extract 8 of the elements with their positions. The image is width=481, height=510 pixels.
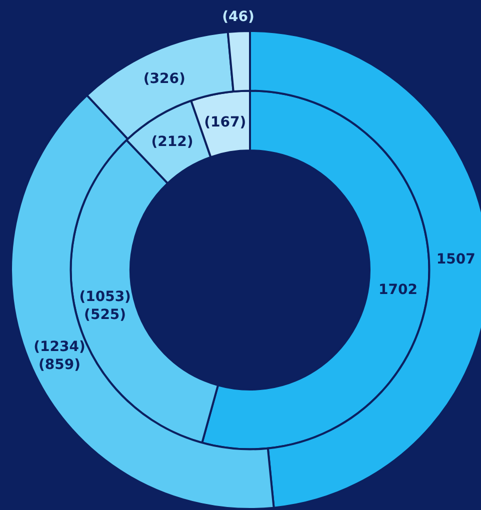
- data-label: 1507: [436, 251, 476, 268]
- data-label: 1702: [378, 282, 418, 298]
- data-label: (1234) (859): [34, 338, 86, 373]
- data-label: (167): [204, 114, 246, 130]
- data-label: (326): [143, 70, 186, 87]
- data-label: (46): [222, 8, 254, 25]
- data-label: (1053) (525): [79, 288, 131, 323]
- data-label: (212): [151, 134, 194, 150]
